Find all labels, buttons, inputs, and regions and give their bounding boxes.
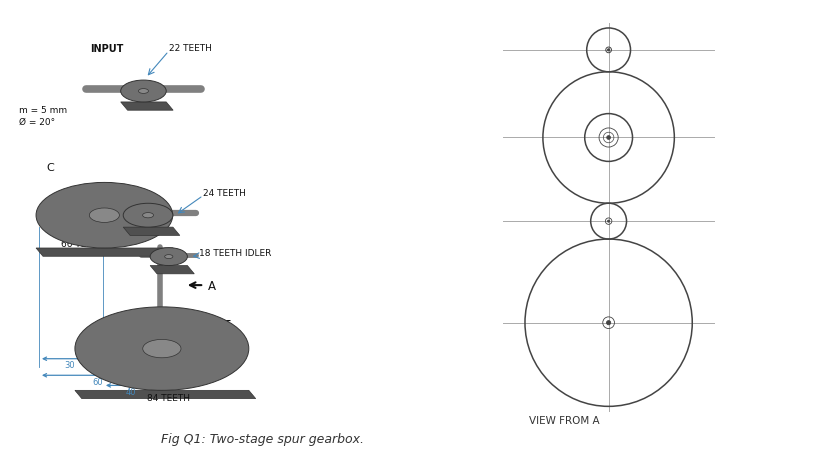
Text: 40: 40 bbox=[125, 387, 136, 396]
Ellipse shape bbox=[143, 340, 181, 358]
Ellipse shape bbox=[120, 81, 166, 103]
Ellipse shape bbox=[36, 183, 173, 248]
Text: 18 TEETH IDLER: 18 TEETH IDLER bbox=[199, 249, 271, 258]
Ellipse shape bbox=[150, 248, 188, 266]
Ellipse shape bbox=[89, 208, 120, 223]
Text: SHAFT "b": SHAFT "b" bbox=[97, 190, 135, 200]
Text: 66 TEETH: 66 TEETH bbox=[61, 240, 104, 249]
Ellipse shape bbox=[165, 255, 173, 259]
Ellipse shape bbox=[75, 307, 249, 391]
Text: C: C bbox=[47, 162, 54, 173]
Circle shape bbox=[607, 136, 610, 140]
Polygon shape bbox=[120, 103, 173, 111]
Circle shape bbox=[608, 50, 609, 52]
Text: 60: 60 bbox=[93, 377, 102, 386]
Polygon shape bbox=[75, 391, 256, 399]
Text: INPUT: INPUT bbox=[90, 44, 124, 54]
Text: 30: 30 bbox=[65, 360, 75, 369]
Text: 22 TEETH: 22 TEETH bbox=[169, 44, 211, 53]
Text: 1 kW: 1 kW bbox=[189, 330, 212, 339]
Text: VIEW FROM A: VIEW FROM A bbox=[529, 415, 600, 425]
Text: OUTPUT: OUTPUT bbox=[189, 319, 231, 328]
Circle shape bbox=[607, 321, 611, 325]
Circle shape bbox=[608, 221, 609, 223]
Text: 24 TEETH: 24 TEETH bbox=[203, 188, 247, 197]
Text: m = 5 mm: m = 5 mm bbox=[20, 106, 67, 115]
Polygon shape bbox=[36, 248, 179, 257]
Ellipse shape bbox=[143, 213, 153, 218]
Ellipse shape bbox=[123, 204, 173, 228]
Text: Fig Q1: Two-stage spur gearbox.: Fig Q1: Two-stage spur gearbox. bbox=[161, 432, 364, 445]
Text: D: D bbox=[142, 197, 150, 207]
Text: Ø = 20°: Ø = 20° bbox=[20, 117, 56, 126]
Text: A: A bbox=[208, 279, 216, 292]
Text: 200 rpm: 200 rpm bbox=[189, 340, 228, 349]
Polygon shape bbox=[150, 266, 194, 274]
Text: 84 TEETH: 84 TEETH bbox=[147, 393, 190, 403]
Polygon shape bbox=[123, 228, 180, 236]
Ellipse shape bbox=[138, 90, 148, 94]
